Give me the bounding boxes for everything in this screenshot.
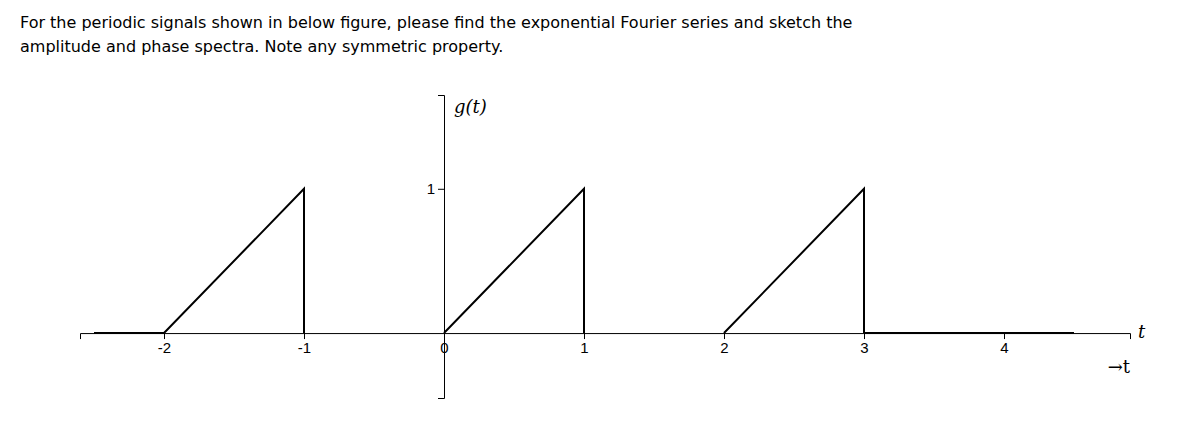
title: For the periodic signals shown in below … bbox=[20, 13, 852, 56]
title-line: For the periodic signals shown in below … bbox=[20, 13, 852, 32]
x-tick: -1 bbox=[298, 333, 311, 356]
signal-line bbox=[864, 332, 1074, 334]
y-axis-label: g(t) bbox=[454, 96, 487, 117]
title-line: amplitude and phase spectra. Note any sy… bbox=[20, 37, 503, 56]
x-tick: 2 bbox=[720, 333, 728, 356]
annotation: →t bbox=[1108, 356, 1131, 377]
x-axis-label: t bbox=[1138, 321, 1146, 342]
signal-line bbox=[94, 332, 164, 334]
x-tick-label: 3 bbox=[860, 339, 868, 356]
x-axis: -2-101234 bbox=[81, 333, 1131, 356]
x-tick: -2 bbox=[158, 333, 171, 356]
plot: -2-1012341g(t)t→t bbox=[81, 96, 1147, 399]
x-tick: 4 bbox=[1000, 333, 1008, 356]
x-axis-line bbox=[81, 334, 1131, 340]
x-tick-label: 4 bbox=[1000, 339, 1008, 356]
signal-line bbox=[444, 189, 584, 333]
x-tick: 1 bbox=[580, 333, 588, 356]
x-tick-label: -2 bbox=[158, 339, 171, 356]
y-axis-line bbox=[438, 96, 445, 399]
x-tick-label: -1 bbox=[298, 339, 311, 356]
y-tick-mark bbox=[438, 189, 444, 190]
signal-line bbox=[164, 189, 304, 333]
x-tick-label: 2 bbox=[720, 339, 728, 356]
y-tick: 1 bbox=[427, 180, 444, 197]
y-axis: 1 bbox=[427, 96, 445, 399]
y-tick-label: 1 bbox=[427, 180, 435, 197]
signal-line bbox=[724, 189, 864, 333]
x-tick: 3 bbox=[860, 333, 868, 356]
chart: For the periodic signals shown in below … bbox=[0, 0, 1200, 443]
x-tick-label: 1 bbox=[580, 339, 588, 356]
signal bbox=[94, 189, 1074, 333]
